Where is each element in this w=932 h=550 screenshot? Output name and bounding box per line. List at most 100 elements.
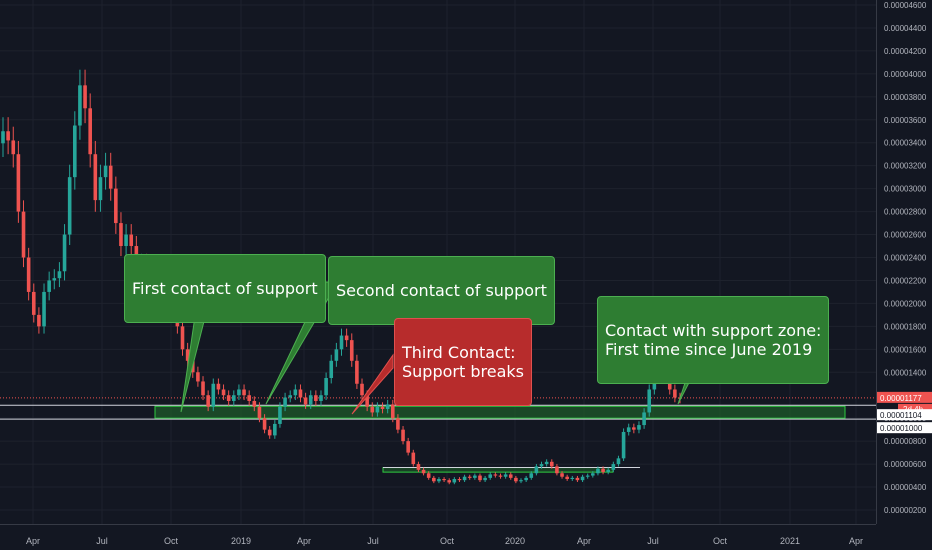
candle [591, 473, 595, 476]
candle [406, 441, 410, 453]
candle [42, 291, 46, 327]
candle [401, 429, 405, 442]
candle [314, 395, 318, 401]
zone-top-label: 0.00001104 [880, 411, 922, 420]
last-price-label: 0.00001177 [880, 394, 922, 403]
candle [508, 474, 513, 478]
candle [570, 477, 575, 480]
candle [575, 477, 580, 481]
candle [642, 412, 646, 426]
candle [6, 131, 10, 141]
candle [267, 429, 272, 436]
annotation-support-zone-contact-text: Contact with support zone: First time si… [605, 321, 822, 359]
candle [539, 464, 544, 467]
candle [544, 461, 549, 465]
candle [93, 154, 98, 201]
candle [278, 406, 282, 424]
zone-top-label-bg [877, 409, 932, 421]
x-tick-label: Jul [647, 536, 659, 546]
candle [473, 475, 477, 478]
time-axis[interactable]: Apr Jul Oct 2019 Apr Jul Oct 2020 Apr Jul Oct 2021 A… [26, 536, 863, 546]
candle [62, 234, 67, 272]
candle [73, 125, 77, 178]
candle [478, 475, 482, 481]
candle [390, 404, 395, 419]
last-price-label-bg [877, 391, 932, 403]
candle [616, 458, 621, 465]
candle [498, 475, 503, 477]
candle [580, 476, 585, 481]
candle [437, 479, 441, 482]
candle [252, 400, 257, 407]
x-tick-label: Apr [577, 536, 591, 546]
annotation-third-contact[interactable]: Third Contact: Support breaks [394, 318, 532, 406]
candle [98, 177, 103, 201]
candle [673, 389, 677, 398]
candle [303, 397, 308, 405]
y-tick-label: 0.00003000 [884, 185, 927, 194]
candle [293, 389, 298, 396]
candle [16, 154, 21, 212]
candle [375, 406, 380, 413]
y-tick-label: 0.00004000 [884, 70, 927, 79]
candle [632, 427, 636, 430]
x-tick-label: 2020 [505, 536, 525, 546]
candle [57, 271, 62, 279]
zone-bottom-label-bg [877, 422, 932, 434]
x-tick-label: Apr [297, 536, 311, 546]
candle [124, 234, 128, 247]
candle [288, 395, 293, 398]
candle [180, 326, 185, 350]
candle [11, 140, 16, 155]
y-tick-label: 0.00001400 [884, 368, 927, 377]
annotation-second-contact[interactable]: Second contact of support [328, 256, 555, 325]
candle [385, 404, 390, 409]
candle [242, 389, 246, 396]
candle [621, 431, 626, 459]
y-tick-label: 0.00001600 [884, 345, 927, 354]
candle [421, 469, 426, 474]
candle [226, 395, 231, 401]
support-zone [0, 397, 876, 473]
candle [247, 395, 251, 401]
y-tick-label: 0.00004400 [884, 24, 927, 33]
candle [514, 477, 518, 482]
candle [432, 477, 436, 482]
candle [37, 314, 41, 327]
candle [1, 131, 5, 144]
y-tick-label: 0.00004200 [884, 47, 927, 56]
candle [555, 466, 559, 474]
candle [216, 383, 221, 390]
candle [201, 381, 205, 396]
candle [206, 395, 210, 407]
y-tick-label: 0.00001800 [884, 322, 927, 331]
annotation-first-contact[interactable]: First contact of support [124, 254, 326, 323]
candle [119, 223, 123, 247]
candle [601, 468, 605, 473]
candle [524, 477, 528, 481]
candle [83, 85, 87, 109]
candle [626, 427, 631, 432]
y-tick-label: 0.00003800 [884, 93, 927, 102]
candle [549, 461, 554, 467]
countdown-bg [898, 403, 932, 414]
price-axis[interactable]: 0.00004600 0.00004400 0.00004200 0.00004000… [884, 1, 927, 515]
candle [108, 165, 113, 189]
candle [606, 469, 610, 473]
candle [426, 473, 431, 478]
candle [565, 476, 569, 480]
candle [637, 425, 641, 430]
annotation-support-zone-contact[interactable]: Contact with support zone: First time si… [597, 296, 830, 384]
candle [503, 474, 508, 477]
y-tick-label: 0.00000400 [884, 483, 927, 492]
candle [339, 335, 344, 350]
candle [196, 372, 200, 382]
x-tick-label: 2021 [780, 536, 800, 546]
candle [129, 234, 134, 247]
x-tick-label: Oct [713, 536, 728, 546]
y-tick-label: 0.00002000 [884, 299, 927, 308]
annotation-second-contact-text: Second contact of support [336, 281, 547, 300]
y-tick-label: 0.00000800 [884, 437, 927, 446]
y-tick-label: 0.00002600 [884, 231, 927, 240]
candle [611, 464, 616, 470]
